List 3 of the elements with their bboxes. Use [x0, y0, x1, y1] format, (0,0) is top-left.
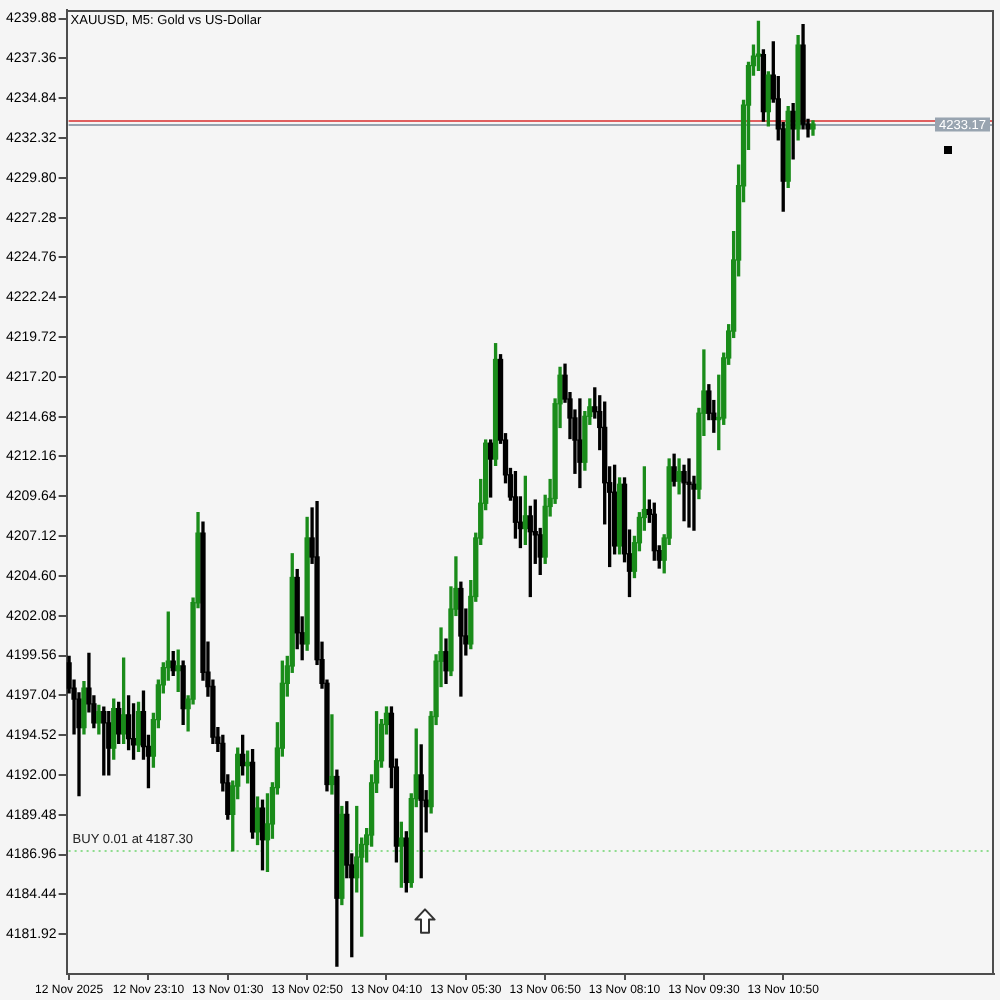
candlestick	[681, 464, 687, 522]
candlestick	[686, 458, 692, 528]
candlestick	[329, 714, 335, 795]
